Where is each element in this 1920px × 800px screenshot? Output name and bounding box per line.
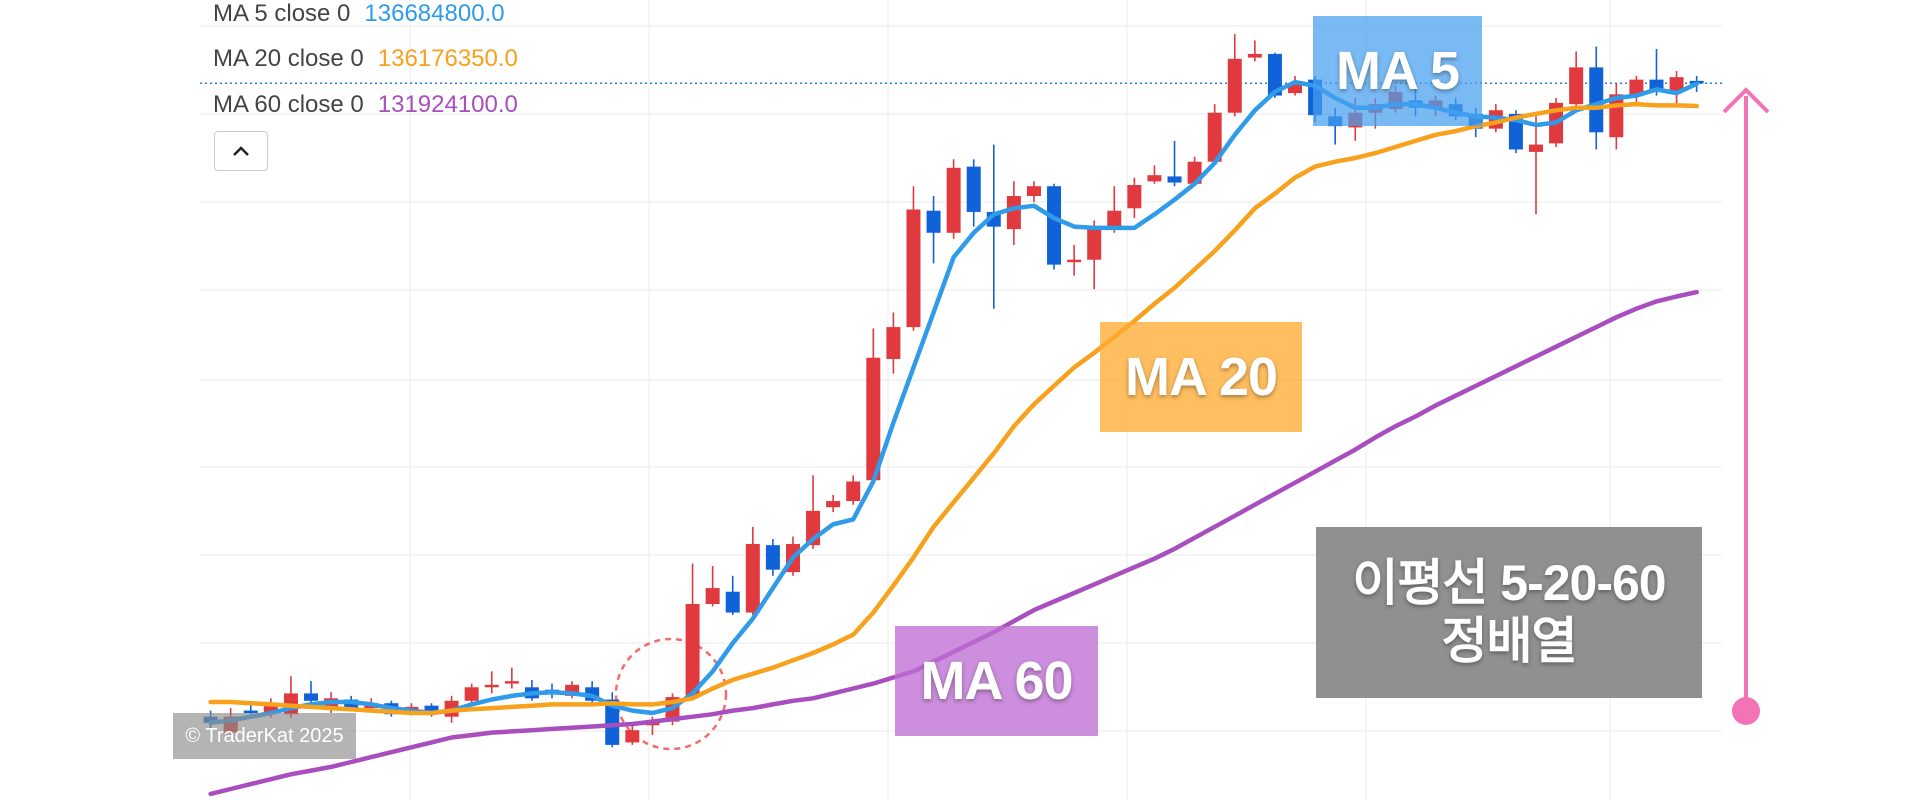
candle-body [705,588,720,604]
annotation-box: MA 60 [895,626,1098,736]
candle-body [866,357,881,481]
candle-body [1067,259,1082,263]
cross-highlight [614,637,728,751]
candle-body [846,481,861,502]
arrow-head [1722,87,1770,114]
legend-value: 136176350.0 [377,45,518,72]
annotation-text: 정배열 [1441,612,1578,669]
candle-body [1047,186,1062,265]
candle-body [565,684,580,696]
arrow-dot [1732,697,1760,725]
legend-entry: MA 60 close 0 131924100.0 [213,91,518,119]
candle-body [645,722,660,726]
candle-body [304,693,319,701]
candle-body [765,545,780,570]
candle-body [826,501,841,508]
candle-body [263,704,278,714]
candle-body [424,705,439,715]
annotation-text: MA 60 [920,650,1073,711]
candle-body [685,603,700,698]
candle-body [605,699,620,745]
growth-arrow [1722,87,1770,725]
legend-label: MA 60 close 0 [213,91,364,118]
candle-body [1167,176,1182,183]
candle-body [243,710,258,714]
candle-body [1207,112,1222,162]
annotation-text: MA 20 [1124,346,1278,407]
annotation-box: MA 5 [1313,16,1482,126]
candle-body [1589,67,1604,133]
annotation-text: 이평선 5-20-60 [1352,555,1666,611]
candle-body [886,327,901,359]
candle-body [1569,67,1584,105]
annotation-box: 이평선 5-20-60 정배열 [1316,527,1702,698]
legend-label: MA 5 close 0 [213,0,351,27]
annotation-box: MA 20 [1100,322,1302,432]
candle-body [1026,186,1041,197]
candle-body [1087,227,1102,260]
candle-body [1127,184,1142,209]
candle-body [725,591,740,613]
candle-body [625,730,640,743]
candle-body [1227,58,1242,113]
candle-body [1669,77,1684,92]
candle-body [745,543,760,613]
candle-body [504,681,519,684]
legend-entry: MA 5 close 0 136684800.0 [213,0,505,28]
chevron [233,146,249,156]
candle-body [1147,175,1162,182]
annotation-text: MA 5 [1335,40,1460,101]
candle-body [1267,53,1282,96]
collapse-button[interactable] [214,131,268,171]
candle-body [464,687,479,701]
chevron-icon [233,146,249,156]
legend-label: MA 20 close 0 [213,45,364,72]
candle-body [1247,53,1262,58]
legend-entry: MA 20 close 0 136176350.0 [213,45,518,73]
ma-line [208,101,1699,716]
candle-body [1006,196,1021,230]
candle-body [1629,79,1644,96]
candle-body [926,210,941,233]
candle-body [1529,144,1543,152]
legend-value: 136684800.0 [364,0,505,27]
candle-body [1107,210,1122,228]
watermark: © TraderKat 2025 [173,713,356,759]
candle-body [946,167,961,233]
legend-value: 131924100.0 [377,91,518,118]
candle-body [906,209,921,328]
candle-body [1288,83,1303,94]
candle-body [966,166,981,212]
candle-body [484,684,499,688]
